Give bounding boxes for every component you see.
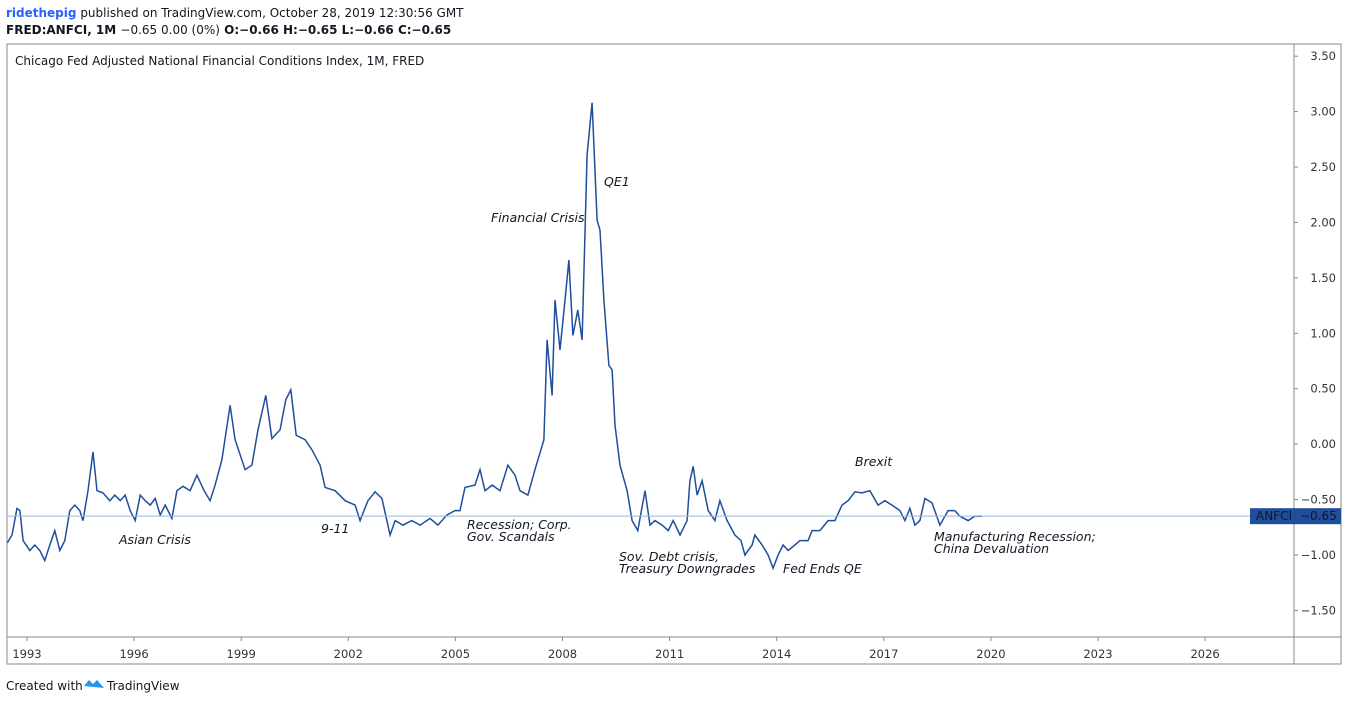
frame: [6, 43, 1342, 665]
x-tick-label: 2020: [976, 647, 1005, 661]
footer-brand[interactable]: TradingView: [106, 679, 180, 693]
chart-title: Chicago Fed Adjusted National Financial …: [15, 54, 424, 68]
logo: [84, 680, 104, 688]
annotation: Gov. Scandals: [467, 529, 555, 544]
series-name: ANFCI: [1256, 509, 1292, 523]
annotation: Financial Crisis: [491, 210, 585, 225]
x-tick-label: 2005: [441, 647, 470, 661]
annotation: Brexit: [855, 454, 893, 469]
y-tick-label: 3.50: [1310, 49, 1336, 63]
author[interactable]: ridethepig: [6, 6, 76, 20]
y-tick-label: 0.00: [1310, 437, 1336, 451]
x-tick-label: 2026: [1190, 647, 1219, 661]
annotation: Asian Crisis: [118, 532, 191, 547]
ohlc: O:−0.66 H:−0.65 L:−0.66 C:−0.65: [224, 23, 451, 37]
plot: [7, 102, 982, 571]
last-value-tag: [1250, 508, 1341, 525]
x-tick-label: 1999: [227, 647, 256, 661]
y-tick-label: 0.50: [1310, 382, 1336, 396]
annotation: Treasury Downgrades: [619, 561, 756, 576]
quote: −0.65 0.00 (0%): [120, 23, 220, 37]
x-tick-label: 2014: [762, 647, 791, 661]
x-tick-label: 2023: [1083, 647, 1112, 661]
x-tick-label: 1996: [119, 647, 148, 661]
published: published on TradingView.com, October 28…: [80, 6, 464, 20]
y-tick-label: 1.00: [1310, 326, 1336, 340]
symbol-line: FRED:ANFCI, 1M −0.65 0.00 (0%) O:−0.66 H…: [6, 23, 451, 37]
x-tick-label: 2008: [548, 647, 577, 661]
annotation: China Devaluation: [934, 541, 1049, 556]
header-line: ridethepig published on TradingView.com,…: [6, 6, 464, 20]
annotation: Sov. Debt crisis,: [619, 549, 719, 564]
y-tick-label: −1.50: [1301, 603, 1336, 617]
y-tick-label: −1.00: [1301, 548, 1336, 562]
annotation: Fed Ends QE: [783, 561, 862, 576]
y-tick-label: 2.00: [1310, 215, 1336, 229]
x-tick-label: 2017: [869, 647, 898, 661]
symbol: FRED:ANFCI, 1M: [6, 23, 116, 37]
x-tick-label: 2002: [334, 647, 363, 661]
series-line: [7, 102, 982, 571]
annotation: QE1: [604, 174, 630, 189]
annotation: Manufacturing Recession;: [934, 529, 1096, 544]
y-tick-label: −0.50: [1301, 493, 1336, 507]
x-tick-label: 1993: [12, 647, 41, 661]
x-tick-label: 2011: [655, 647, 684, 661]
y-tick-label: 2.50: [1310, 160, 1336, 174]
y-tick-label: 1.50: [1310, 271, 1336, 285]
annotation: Recession; Corp.: [467, 517, 572, 532]
last-value-label: −0.65: [1300, 509, 1337, 523]
y-tick-label: 3.00: [1310, 105, 1336, 119]
annotation: 9-11: [321, 521, 349, 536]
footer-created: Created with: [6, 679, 83, 693]
